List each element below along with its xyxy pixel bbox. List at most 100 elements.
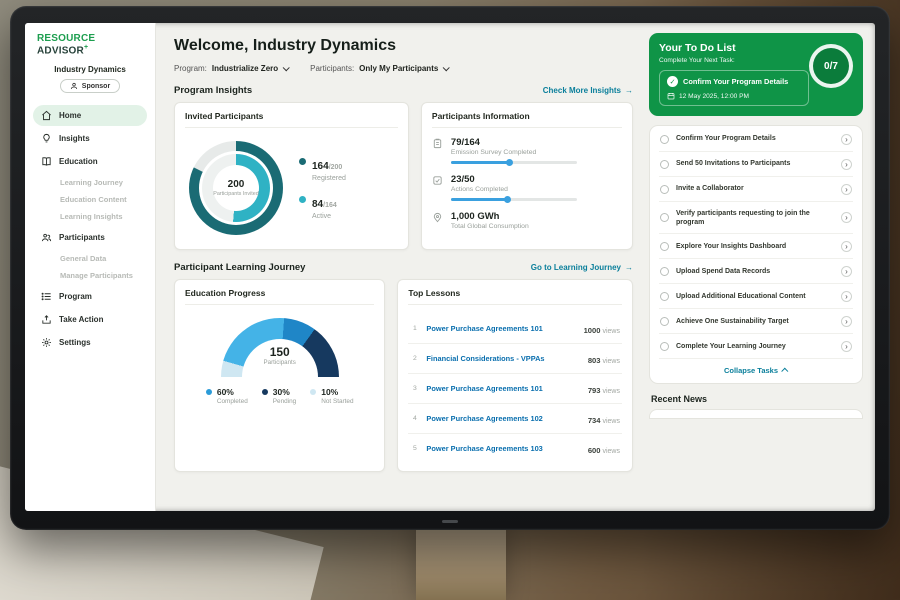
sidebar-nav: Home Insights Education Learning Journey… <box>33 105 147 353</box>
legend-value: 84 <box>312 199 324 210</box>
main-content: Welcome, Industry Dynamics Program: Indu… <box>156 23 647 511</box>
task-row[interactable]: Upload Spend Data Records › <box>659 259 853 285</box>
task-row[interactable]: Invite a Collaborator › <box>659 177 853 202</box>
check-more-insights-link[interactable]: Check More Insights → <box>543 86 633 95</box>
sidebar-item-home[interactable]: Home <box>33 105 147 127</box>
chevron-right-icon: › <box>841 158 852 170</box>
go-to-learning-journey-link[interactable]: Go to Learning Journey → <box>531 263 633 272</box>
lesson-row[interactable]: 4 Power Purchase Agreements 102 734 views <box>408 404 622 434</box>
task-row[interactable]: Upload Additional Educational Content › <box>659 284 853 310</box>
arrow-right-icon: → <box>625 263 633 272</box>
participants-filter-dropdown[interactable]: Only My Participants <box>359 64 451 73</box>
sidebar-item-learning-journey[interactable]: Learning Journey <box>60 178 123 188</box>
lesson-link[interactable]: Power Purchase Agreements 101 <box>426 384 543 393</box>
todo-summary-card: Your To Do List Complete Your Next Task:… <box>649 33 863 116</box>
lesson-rank: 5 <box>413 445 417 452</box>
sidebar-item-participants[interactable]: Participants <box>33 227 147 248</box>
sidebar-item-general-data[interactable]: General Data <box>60 254 107 264</box>
org-name: Industry Dynamics <box>54 65 126 75</box>
sidebar-item-take-action[interactable]: Take Action <box>33 309 147 330</box>
recent-news-title: Recent News <box>651 394 708 405</box>
sidebar-item-label: Insights <box>59 134 90 144</box>
legend-label: Completed <box>216 398 248 405</box>
lesson-row[interactable]: 3 Power Purchase Agreements 101 793 views <box>408 374 622 404</box>
chevron-right-icon: › <box>841 240 852 252</box>
sidebar-item-program[interactable]: Program <box>33 286 147 307</box>
people-icon <box>41 234 52 242</box>
chevron-right-icon: › <box>841 265 852 277</box>
task-row[interactable]: Achieve One Sustainability Target › <box>659 309 853 335</box>
task-row[interactable]: Send 50 Invitations to Participants › <box>659 152 853 177</box>
sidebar-item-settings[interactable]: Settings <box>33 332 147 353</box>
link-label: Go to Learning Journey <box>530 263 621 272</box>
home-icon <box>42 111 51 121</box>
task-checkbox[interactable] <box>660 266 669 276</box>
gauge-center-label: Participants <box>263 359 296 366</box>
chevron-right-icon: › <box>841 212 852 224</box>
arrow-right-icon: → <box>625 86 633 95</box>
chevron-down-icon <box>442 64 451 72</box>
lesson-row[interactable]: 2 Financial Considerations - VPPAs 803 vi… <box>408 344 622 374</box>
info-value: 23/50 <box>450 174 475 185</box>
task-checkbox[interactable] <box>660 159 669 169</box>
monitor-stand <box>416 526 506 600</box>
sidebar-item-label: Take Action <box>59 315 104 325</box>
task-checkbox[interactable] <box>660 134 669 144</box>
person-icon <box>70 83 77 90</box>
task-checkbox[interactable] <box>660 316 669 326</box>
task-row[interactable]: Explore Your Insights Dashboard › <box>659 234 853 260</box>
sidebar-item-education[interactable]: Education <box>33 151 147 172</box>
sidebar-item-manage-participants[interactable]: Manage Participants <box>60 271 133 281</box>
task-row[interactable]: Complete Your Learning Journey › <box>659 334 853 360</box>
gear-icon <box>42 338 51 348</box>
task-checkbox[interactable] <box>660 184 669 194</box>
task-checkbox[interactable] <box>660 341 669 351</box>
collapse-label: Collapse Tasks <box>723 366 779 376</box>
next-task-box: ✓ Confirm Your Program Details 12 May 20… <box>659 70 809 106</box>
donut-center-label: Participants Invited <box>213 190 259 197</box>
task-label: Invite a Collaborator <box>676 185 744 193</box>
lesson-rank: 2 <box>413 355 417 362</box>
actions-progress-bar <box>450 196 577 203</box>
legend-label: Active <box>312 213 332 220</box>
task-row[interactable]: Verify participants requesting to join t… <box>659 202 853 235</box>
lesson-link[interactable]: Power Purchase Agreements 101 <box>426 324 543 333</box>
book-icon <box>42 157 51 167</box>
legend-pending: 30% Pending <box>261 387 296 405</box>
program-filter-value: Industrialize Zero <box>211 64 279 73</box>
next-task[interactable]: ✓ Confirm Your Program Details <box>667 76 801 87</box>
sponsor-badge[interactable]: Sponsor <box>59 79 121 94</box>
participants-filter-label: Participants: <box>310 64 355 73</box>
lesson-link[interactable]: Power Purchase Agreements 103 <box>426 444 543 453</box>
gauge-legend: 60% Completed 30% Pending <box>205 387 354 405</box>
education-progress-card: Education Progress 150 Participants <box>174 279 386 472</box>
legend-completed: 60% Completed <box>205 387 248 405</box>
todo-subtitle: Complete Your Next Task: <box>659 57 735 64</box>
todo-progress-text: 0/7 <box>824 60 838 72</box>
info-value: 1,000 GWh <box>450 211 500 222</box>
lesson-views: 600 <box>587 445 601 455</box>
collapse-tasks-button[interactable]: Collapse Tasks <box>659 359 853 383</box>
link-label: Check More Insights <box>542 86 621 95</box>
lesson-views: 734 <box>587 415 601 425</box>
task-label: Verify participants requesting to join t… <box>676 209 810 226</box>
donut-center-value: 200 <box>227 178 245 190</box>
lesson-row[interactable]: 1 Power Purchase Agreements 101 1000 view… <box>408 314 622 344</box>
program-filter-dropdown[interactable]: Industrialize Zero <box>211 64 290 73</box>
info-label: Actions Completed <box>450 186 508 193</box>
task-checkbox[interactable] <box>660 241 669 251</box>
todo-title: Your To Do List <box>659 42 736 54</box>
lesson-link[interactable]: Power Purchase Agreements 102 <box>426 414 543 423</box>
participants-information-card: Participants Information 79/164 Emission… <box>420 102 633 250</box>
sidebar-item-insights[interactable]: Insights <box>33 128 147 149</box>
lesson-row[interactable]: 5 Power Purchase Agreements 103 600 views <box>408 434 622 463</box>
task-checkbox[interactable] <box>660 213 669 223</box>
sidebar-item-learning-insights[interactable]: Learning Insights <box>60 212 123 222</box>
lesson-link[interactable]: Financial Considerations - VPPAs <box>426 354 545 363</box>
task-checkbox[interactable] <box>660 291 669 301</box>
filter-bar: Program: Industrialize Zero Participants… <box>174 64 633 73</box>
chevron-right-icon: › <box>841 315 852 327</box>
task-row[interactable]: Confirm Your Program Details › <box>659 127 853 152</box>
sidebar-item-education-content[interactable]: Education Content <box>60 195 127 205</box>
lesson-views-word: views <box>602 327 620 335</box>
